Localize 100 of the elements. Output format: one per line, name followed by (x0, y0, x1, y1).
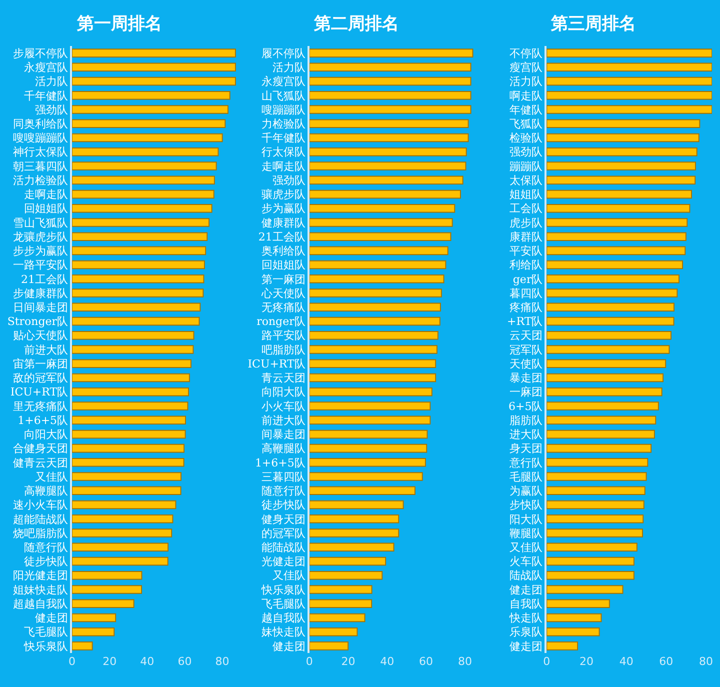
y-tick-label: 小火车队 (261, 400, 306, 413)
y-tick-label: 又佳队 (272, 569, 306, 582)
bar (309, 542, 394, 552)
bar (309, 105, 472, 114)
bar (309, 430, 428, 439)
y-tick-label: 又佳队 (510, 540, 543, 554)
bar (546, 162, 696, 170)
bar (72, 232, 208, 241)
y-tick-label: 的冠军队 (261, 526, 306, 540)
bar (309, 387, 432, 396)
bar (72, 387, 189, 396)
bar (546, 260, 684, 270)
y-tick-label: 行太保队 (261, 146, 306, 159)
bar (546, 147, 698, 156)
bar (72, 514, 174, 524)
x-tick-label: 20 (102, 655, 117, 668)
bar (72, 331, 194, 340)
y-tick-label: 工会队 (510, 202, 543, 216)
y-tick-label: 阳大队 (510, 512, 543, 526)
bar (546, 288, 678, 298)
y-tick-label: 步步为赢队 (13, 244, 68, 258)
bar (546, 570, 634, 580)
y-tick-label: 永瘦宫队 (24, 61, 68, 74)
bar (309, 162, 466, 170)
bar (546, 218, 688, 227)
bar (309, 260, 446, 270)
chart-title: 第二周排名 (313, 14, 399, 34)
y-tick-label: 嗖嗖蹦蹦队 (13, 132, 68, 145)
y-tick-label: 健走团 (35, 612, 68, 625)
y-tick-label: 走啊走队 (261, 160, 306, 173)
bar (72, 302, 201, 312)
y-tick-label: 康群队 (510, 230, 543, 244)
y-tick-label: 吧脂肪队 (261, 343, 306, 356)
bar (546, 444, 652, 453)
y-tick-label: 千年健队 (261, 132, 306, 145)
y-tick-label: 快走队 (508, 612, 543, 625)
bar (72, 76, 236, 86)
bar (546, 402, 659, 410)
bar (72, 542, 169, 552)
bar (546, 91, 712, 100)
bar (546, 48, 712, 58)
y-tick-label: 三暮四队 (261, 470, 306, 484)
y-tick-label: 无疼痛队 (261, 301, 306, 314)
y-tick-label: 同奥利给队 (13, 117, 68, 130)
bar (309, 599, 372, 608)
bar (72, 359, 192, 368)
y-tick-label: 疼痛队 (510, 301, 543, 314)
bar (546, 246, 686, 256)
y-tick-label: 一麻团 (510, 386, 543, 399)
y-tick-label: 山飞狐队 (261, 89, 306, 102)
x-tick-label: 80 (699, 655, 714, 668)
y-tick-label: 云天团 (510, 329, 543, 342)
bar (309, 147, 467, 156)
x-tick-label: 20 (580, 655, 594, 668)
y-tick-label: 飞狐队 (510, 117, 543, 130)
y-tick-label: 永瘦宫队 (261, 75, 306, 88)
bar (546, 345, 670, 354)
bar (309, 556, 386, 566)
y-tick-label: 阳光健走团 (13, 569, 68, 582)
y-tick-label: 履不停队 (261, 46, 306, 60)
bar (309, 613, 366, 622)
y-tick-label: 步为赢队 (261, 202, 306, 216)
bar (72, 458, 184, 467)
y-tick-label: 路平安队 (261, 329, 306, 342)
y-tick-label: 间暴走团 (261, 428, 306, 442)
y-tick-label: 前进大队 (261, 414, 306, 427)
x-tick-label: 60 (659, 655, 674, 668)
bar (546, 613, 602, 622)
bar (72, 274, 204, 284)
y-tick-label: 骧虎步队 (261, 188, 306, 202)
y-tick-label: 合健身天团 (13, 442, 68, 456)
y-tick-label: 快乐泉队 (260, 583, 306, 596)
y-tick-label: 妹快走队 (261, 626, 306, 639)
y-tick-label: 一路平安队 (13, 258, 68, 272)
y-tick-label: 里无疼痛队 (13, 400, 68, 413)
y-tick-label: 活力队 (35, 75, 68, 88)
y-tick-label: 蹦蹦队 (510, 160, 543, 173)
bar (72, 260, 205, 270)
bar (309, 642, 349, 650)
bar (309, 48, 474, 58)
y-tick-label: 速小火车队 (13, 498, 68, 512)
x-tick-label: 60 (419, 655, 434, 668)
bar (309, 585, 372, 594)
bar (309, 359, 436, 368)
bar (546, 119, 700, 128)
y-tick-label: 前进大队 (24, 343, 68, 356)
y-tick-label: 光健走团 (261, 555, 306, 568)
bar (72, 627, 115, 636)
x-tick-label: 80 (215, 655, 230, 668)
y-tick-label: 天使队 (510, 357, 543, 370)
y-tick-label: 利给队 (510, 258, 543, 272)
y-tick-label: 越自我队 (261, 612, 306, 625)
bar (72, 176, 215, 184)
y-tick-label: 徒步快队 (24, 555, 68, 568)
y-tick-label: 暴走团 (510, 372, 543, 385)
bar (72, 556, 168, 566)
y-tick-label: 1+6+5队 (254, 456, 306, 470)
y-tick-label: 平安队 (510, 244, 543, 258)
y-tick-label: 虎步队 (510, 216, 543, 230)
bar (546, 204, 690, 213)
